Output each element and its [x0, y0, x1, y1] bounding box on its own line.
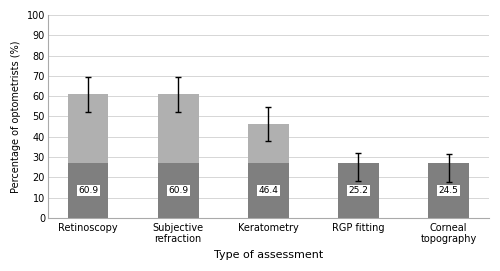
- Bar: [338, 167, 378, 218]
- Text: 60.9: 60.9: [78, 186, 98, 195]
- Y-axis label: Percentage of optometrists (%): Percentage of optometrists (%): [11, 40, 21, 193]
- Text: 46.4: 46.4: [258, 186, 278, 195]
- Bar: [68, 94, 108, 218]
- Text: 25.2: 25.2: [348, 186, 368, 195]
- X-axis label: Type of assessment: Type of assessment: [214, 250, 323, 260]
- Bar: [338, 163, 378, 218]
- Text: 60.9: 60.9: [168, 186, 188, 195]
- Bar: [428, 168, 469, 218]
- Bar: [158, 94, 198, 218]
- Text: 24.5: 24.5: [438, 186, 458, 195]
- Bar: [428, 163, 469, 218]
- Bar: [68, 163, 108, 218]
- Bar: [158, 163, 198, 218]
- Bar: [248, 124, 288, 218]
- Bar: [248, 163, 288, 218]
